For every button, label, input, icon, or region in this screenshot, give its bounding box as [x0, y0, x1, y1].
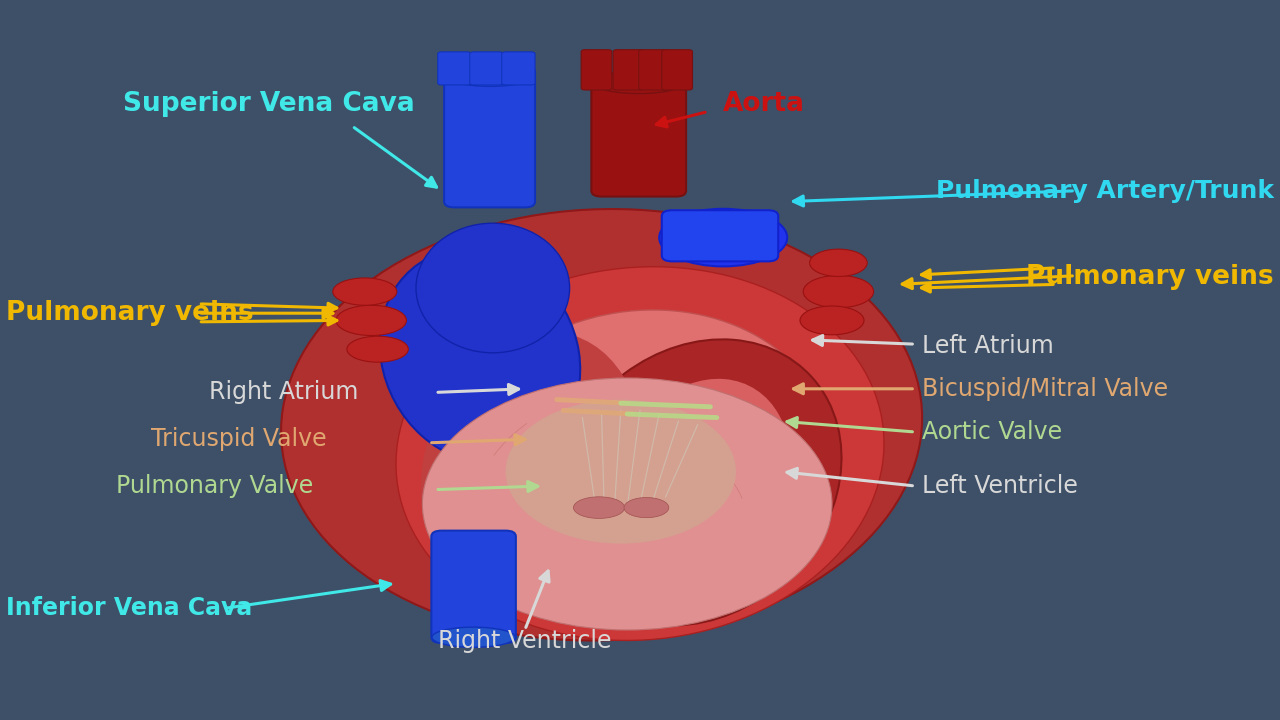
Text: Aorta: Aorta	[723, 91, 805, 117]
Text: Pulmonary Artery/Trunk: Pulmonary Artery/Trunk	[936, 179, 1274, 203]
Text: Bicuspid/Mitral Valve: Bicuspid/Mitral Valve	[922, 377, 1167, 401]
FancyBboxPatch shape	[470, 52, 503, 85]
Ellipse shape	[810, 249, 868, 276]
Ellipse shape	[380, 248, 580, 464]
Ellipse shape	[594, 72, 684, 94]
Ellipse shape	[422, 378, 832, 630]
Text: Left Ventricle: Left Ventricle	[922, 474, 1078, 498]
Ellipse shape	[625, 498, 668, 518]
Ellipse shape	[433, 627, 516, 647]
Ellipse shape	[506, 400, 736, 544]
Ellipse shape	[447, 310, 833, 626]
FancyBboxPatch shape	[444, 66, 535, 207]
Text: Tricuspid Valve: Tricuspid Valve	[151, 427, 326, 451]
FancyBboxPatch shape	[502, 52, 535, 85]
Ellipse shape	[416, 223, 570, 353]
Text: Inferior Vena Cava: Inferior Vena Cava	[6, 596, 252, 621]
Text: Pulmonary veins: Pulmonary veins	[1027, 264, 1274, 290]
FancyBboxPatch shape	[591, 73, 686, 197]
Ellipse shape	[335, 305, 407, 336]
Text: Superior Vena Cava: Superior Vena Cava	[123, 91, 415, 117]
Ellipse shape	[333, 278, 397, 305]
FancyBboxPatch shape	[662, 210, 778, 261]
Text: Right Ventricle: Right Ventricle	[438, 629, 612, 653]
Ellipse shape	[800, 306, 864, 335]
FancyBboxPatch shape	[662, 50, 692, 90]
Ellipse shape	[605, 379, 790, 593]
Ellipse shape	[573, 497, 625, 518]
Ellipse shape	[282, 209, 922, 641]
FancyBboxPatch shape	[581, 50, 612, 90]
Ellipse shape	[421, 332, 641, 604]
Text: Pulmonary Valve: Pulmonary Valve	[116, 474, 314, 498]
Ellipse shape	[445, 65, 535, 86]
FancyBboxPatch shape	[431, 531, 516, 643]
Ellipse shape	[347, 336, 408, 362]
Ellipse shape	[396, 266, 884, 641]
FancyBboxPatch shape	[639, 50, 669, 90]
Ellipse shape	[659, 209, 787, 266]
Text: Aortic Valve: Aortic Valve	[922, 420, 1061, 444]
FancyBboxPatch shape	[438, 52, 471, 85]
Text: Right Atrium: Right Atrium	[209, 380, 358, 405]
Text: Pulmonary veins: Pulmonary veins	[6, 300, 253, 326]
Text: Left Atrium: Left Atrium	[922, 333, 1053, 358]
Ellipse shape	[804, 276, 874, 308]
FancyBboxPatch shape	[613, 50, 644, 90]
Ellipse shape	[554, 339, 841, 626]
